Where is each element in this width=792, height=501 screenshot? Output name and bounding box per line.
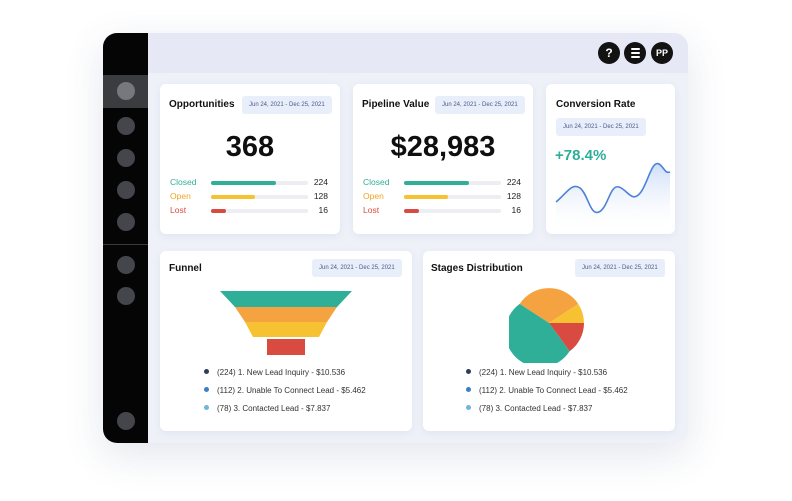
help-button[interactable]: ?: [598, 42, 620, 64]
legend-dot: [466, 369, 471, 374]
legend-dot: [466, 387, 471, 392]
stat-label: Closed: [170, 177, 197, 187]
stat-label: Lost: [170, 205, 187, 215]
avatar-initials: PP: [655, 48, 668, 58]
stat-label: Open: [363, 191, 384, 201]
pie-slice-orange[interactable]: [519, 288, 579, 323]
legend-dot: [204, 387, 209, 392]
legend-dot: [466, 405, 471, 410]
funnel-stage-3[interactable]: [245, 322, 327, 337]
stat-row-open: Open 128: [363, 191, 521, 203]
stages-distribution-card: Stages Distribution Jun 24, 2021 - Dec 2…: [423, 251, 675, 431]
stat-value: 16: [318, 205, 328, 215]
progress-fill: [211, 181, 276, 185]
funnel-stage-4[interactable]: [267, 339, 305, 355]
legend-label: (112) 2. Unable To Connect Lead - $5.462: [479, 386, 628, 395]
conversion-rate-card: Conversion Rate Jun 24, 2021 - Dec 25, 2…: [546, 84, 675, 234]
funnel-stage-2[interactable]: [235, 307, 337, 322]
stat-value: 128: [506, 191, 521, 201]
pipeline-total: $28,983: [390, 131, 496, 163]
progress-track: [404, 181, 501, 185]
legend-item: (112) 2. Unable To Connect Lead - $5.462: [204, 386, 366, 395]
dashboard-window: ? PP Opportunities Jun 24, 2021 - Dec 25…: [103, 33, 688, 443]
pie-slice-teal[interactable]: [509, 303, 570, 363]
stat-row-open: Open 128: [170, 191, 328, 203]
stat-label: Open: [170, 191, 191, 201]
legend-label: (224) 1. New Lead Inquiry - $10.536: [479, 368, 608, 377]
legend-dot: [204, 369, 209, 374]
stat-value: 224: [506, 177, 521, 187]
stat-label: Lost: [363, 205, 380, 215]
opportunities-total: 368: [225, 131, 275, 163]
nav-item-5-icon[interactable]: [117, 213, 135, 231]
stat-value: 16: [511, 205, 521, 215]
stages-pie-chart: [509, 288, 584, 363]
sidebar-item-active[interactable]: [103, 75, 148, 108]
card-title: Conversion Rate: [556, 99, 636, 110]
nav-item-8-icon[interactable]: [117, 412, 135, 430]
card-title: Stages Distribution: [431, 263, 523, 274]
date-range-chip[interactable]: Jun 24, 2021 - Dec 25, 2021: [435, 96, 525, 114]
funnel-card: Funnel Jun 24, 2021 - Dec 25, 2021 (224)…: [160, 251, 412, 431]
progress-track: [211, 195, 308, 199]
progress-fill: [211, 209, 226, 213]
legend-item: (78) 3. Contacted Lead - $7.837: [204, 404, 330, 413]
progress-fill: [404, 195, 448, 199]
stat-row-lost: Lost 16: [363, 205, 521, 217]
stat-value: 128: [313, 191, 328, 201]
stat-row-closed: Closed 224: [170, 177, 328, 189]
top-bar: ? PP: [148, 33, 688, 73]
progress-fill: [404, 209, 419, 213]
date-range-chip[interactable]: Jun 24, 2021 - Dec 25, 2021: [575, 259, 665, 277]
pipeline-value-card: Pipeline Value Jun 24, 2021 - Dec 25, 20…: [353, 84, 533, 234]
conversion-rate-value: +78.4%: [555, 147, 607, 164]
funnel-stage-1[interactable]: [220, 291, 352, 307]
stat-row-lost: Lost 16: [170, 205, 328, 217]
conversion-sparkline: [555, 162, 671, 234]
stat-label: Closed: [363, 177, 390, 187]
nav-item-1-icon: [117, 82, 135, 100]
card-title: Opportunities: [169, 99, 235, 110]
legend-label: (78) 3. Contacted Lead - $7.837: [479, 404, 593, 413]
sparkline-line: [555, 162, 671, 214]
sidebar: [103, 33, 148, 443]
legend-label: (112) 2. Unable To Connect Lead - $5.462: [217, 386, 366, 395]
opportunities-card: Opportunities Jun 24, 2021 - Dec 25, 202…: [160, 84, 340, 234]
avatar[interactable]: PP: [651, 42, 673, 64]
stat-row-closed: Closed 224: [363, 177, 521, 189]
nav-item-6-icon[interactable]: [117, 256, 135, 274]
pie-slice-yellow[interactable]: [549, 304, 584, 323]
legend-item: (224) 1. New Lead Inquiry - $10.536: [466, 368, 607, 377]
stat-value: 224: [313, 177, 328, 187]
legend-label: (224) 1. New Lead Inquiry - $10.536: [217, 368, 346, 377]
legend-item: (112) 2. Unable To Connect Lead - $5.462: [466, 386, 628, 395]
legend-label: (78) 3. Contacted Lead - $7.837: [217, 404, 331, 413]
date-range-chip[interactable]: Jun 24, 2021 - Dec 25, 2021: [312, 259, 402, 277]
legend-dot: [204, 405, 209, 410]
question-icon: ?: [605, 46, 613, 60]
progress-fill: [211, 195, 255, 199]
legend-item: (78) 3. Contacted Lead - $7.837: [466, 404, 592, 413]
sparkline-area: [556, 163, 670, 234]
date-range-chip[interactable]: Jun 24, 2021 - Dec 25, 2021: [242, 96, 332, 114]
hamburger-menu-icon: [630, 48, 640, 58]
nav-item-7-icon[interactable]: [117, 287, 135, 305]
progress-track: [211, 209, 308, 213]
legend-item: (224) 1. New Lead Inquiry - $10.536: [204, 368, 345, 377]
pie-slice-red[interactable]: [549, 323, 584, 352]
nav-item-3-icon[interactable]: [117, 149, 135, 167]
card-title: Funnel: [169, 263, 202, 274]
progress-fill: [404, 181, 469, 185]
sidebar-divider: [103, 244, 148, 245]
progress-track: [404, 195, 501, 199]
progress-track: [211, 181, 308, 185]
date-range-chip[interactable]: Jun 24, 2021 - Dec 25, 2021: [556, 118, 646, 136]
card-title: Pipeline Value: [362, 99, 430, 110]
funnel-chart: [220, 291, 352, 355]
nav-item-2-icon[interactable]: [117, 117, 135, 135]
progress-track: [404, 209, 501, 213]
nav-item-4-icon[interactable]: [117, 181, 135, 199]
menu-button[interactable]: [624, 42, 646, 64]
